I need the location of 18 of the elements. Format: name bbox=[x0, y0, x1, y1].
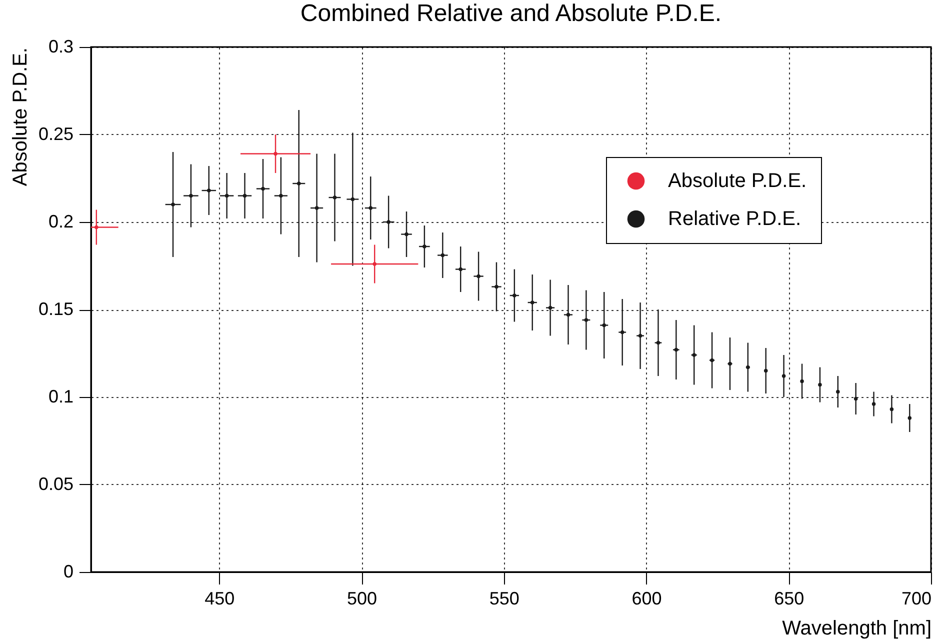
y-tick-label: 0 bbox=[63, 562, 74, 582]
x-axis-title: Wavelength [nm] bbox=[782, 618, 932, 640]
chart-title: Combined Relative and Absolute P.D.E. bbox=[300, 0, 722, 27]
x-tick-label: 550 bbox=[489, 588, 520, 608]
y-tick-label: 0.1 bbox=[48, 386, 74, 406]
y-tick-label: 0.25 bbox=[38, 124, 74, 144]
y-tick-label: 0.15 bbox=[38, 299, 74, 319]
x-tick-label: 650 bbox=[774, 588, 804, 608]
x-tick-label: 600 bbox=[632, 588, 662, 608]
y-tick-label: 0.3 bbox=[48, 36, 74, 56]
y-axis-title: Absolute P.D.E. bbox=[9, 48, 32, 186]
x-tick-label: 500 bbox=[346, 588, 378, 608]
x-tick-label: 700 bbox=[901, 588, 932, 608]
legend-label: Absolute P.D.E. bbox=[668, 170, 807, 192]
legend-label: Relative P.D.E. bbox=[668, 208, 802, 230]
y-tick-label: 0.2 bbox=[48, 212, 74, 232]
y-tick-label: 0.05 bbox=[38, 474, 74, 494]
x-tick-label: 450 bbox=[204, 588, 235, 608]
